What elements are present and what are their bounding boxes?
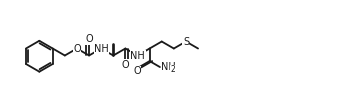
Text: O: O [121, 60, 129, 70]
Text: O: O [133, 66, 141, 76]
Text: O: O [85, 34, 93, 44]
Text: S: S [183, 37, 189, 47]
Text: NH: NH [94, 44, 109, 54]
Text: 2: 2 [170, 65, 175, 74]
Text: NH: NH [161, 62, 176, 72]
Text: O: O [73, 44, 81, 54]
Text: NH: NH [131, 51, 145, 60]
